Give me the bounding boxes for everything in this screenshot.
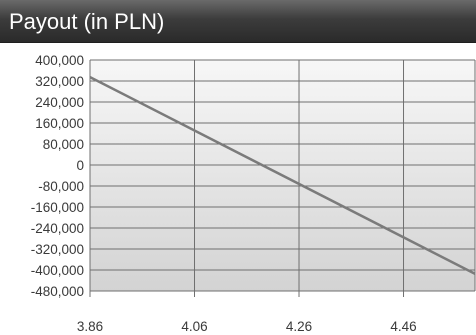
y-tick-label: -320,000 <box>31 242 84 257</box>
x-tick-label: 4.06 <box>181 319 207 334</box>
y-tick-label: -240,000 <box>31 221 84 236</box>
x-tick-label: 4.26 <box>286 319 312 334</box>
y-tick-label: -480,000 <box>31 284 84 299</box>
y-tick-label: -80,000 <box>38 179 84 194</box>
y-tick-label: 160,000 <box>35 116 84 131</box>
y-tick-label: 400,000 <box>35 53 84 68</box>
y-tick-label: -400,000 <box>31 263 84 278</box>
y-tick-label: 320,000 <box>35 74 84 89</box>
x-tick-label: 4.46 <box>390 319 416 334</box>
x-tick-label: 3.86 <box>77 319 103 334</box>
y-tick-label: 240,000 <box>35 95 84 110</box>
y-tick-label: -160,000 <box>31 200 84 215</box>
y-tick-label: 0 <box>76 158 84 173</box>
y-tick-label: 80,000 <box>43 137 84 152</box>
